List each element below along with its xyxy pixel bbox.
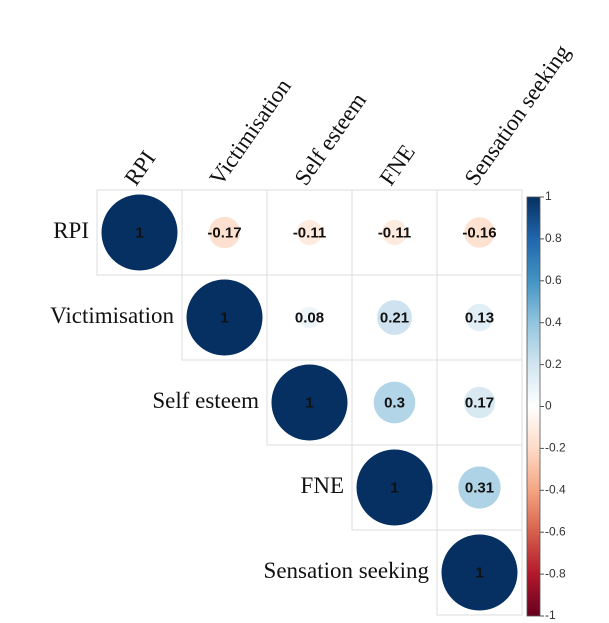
colorbar-tick-label: -0.8 [545, 566, 566, 580]
colorbar-tick-label: 1 [545, 189, 552, 203]
correlation-label: 0.08 [295, 309, 324, 326]
colorbar-tick-label: 0.4 [545, 315, 562, 329]
correlation-circle [298, 306, 321, 329]
correlation-label: -0.11 [378, 224, 411, 241]
correlation-label: -0.17 [207, 224, 241, 241]
colorbar [526, 196, 541, 617]
correlation-label: 1 [390, 479, 398, 496]
correlation-circle [356, 449, 433, 526]
correlation-circle [441, 534, 518, 611]
correlation-circle [463, 386, 496, 419]
correlation-label: 1 [475, 564, 483, 581]
colorbar-tick-label: -0.4 [545, 482, 566, 496]
correlation-label: 1 [305, 394, 313, 411]
row-label: Sensation seeking [264, 558, 430, 583]
column-label: Self esteem [289, 88, 371, 190]
correlation-label: 0.13 [465, 309, 494, 326]
colorbar-tick-label: -0.2 [545, 441, 566, 455]
colorbar-tick-label: 0.2 [545, 357, 562, 371]
correlation-circle [465, 303, 494, 332]
correlation-label: 0.17 [465, 394, 494, 411]
correlation-circle [271, 364, 348, 441]
column-label: Victimisation [204, 74, 296, 190]
correlation-circle [377, 300, 412, 335]
correlation-circle [458, 466, 501, 509]
correlation-label: 1 [135, 224, 143, 241]
correlation-circle [186, 279, 263, 356]
correlation-circle [101, 194, 178, 271]
correlation-label: 1 [220, 309, 228, 326]
correlation-circle [296, 219, 323, 246]
correlation-circle [208, 216, 241, 249]
correlation-label: 0.31 [465, 479, 494, 496]
correlation-circle [381, 219, 408, 246]
row-label: FNE [301, 473, 344, 498]
colorbar-tick-label: -1 [545, 608, 556, 622]
row-label: Self esteem [152, 388, 259, 413]
row-label: Victimisation [50, 303, 174, 328]
correlation-circle [464, 217, 495, 248]
column-label: FNE [374, 140, 419, 190]
correlation-label: 0.3 [384, 394, 405, 411]
correlation-circle [373, 381, 416, 424]
cell [436, 529, 523, 616]
column-label: Sensation seeking [459, 40, 575, 190]
colorbar-tick-label: 0.6 [545, 273, 562, 287]
correlation-label: 0.21 [380, 309, 409, 326]
correlation-label: -0.11 [293, 224, 326, 241]
colorbar-tick-label: 0 [545, 399, 552, 413]
colorbar-tick-label: -0.6 [545, 524, 566, 538]
column-label: RPI [119, 146, 160, 190]
correlation-label: -0.16 [462, 224, 496, 241]
colorbar-tick-label: 0.8 [545, 231, 562, 245]
row-label: RPI [53, 218, 89, 243]
